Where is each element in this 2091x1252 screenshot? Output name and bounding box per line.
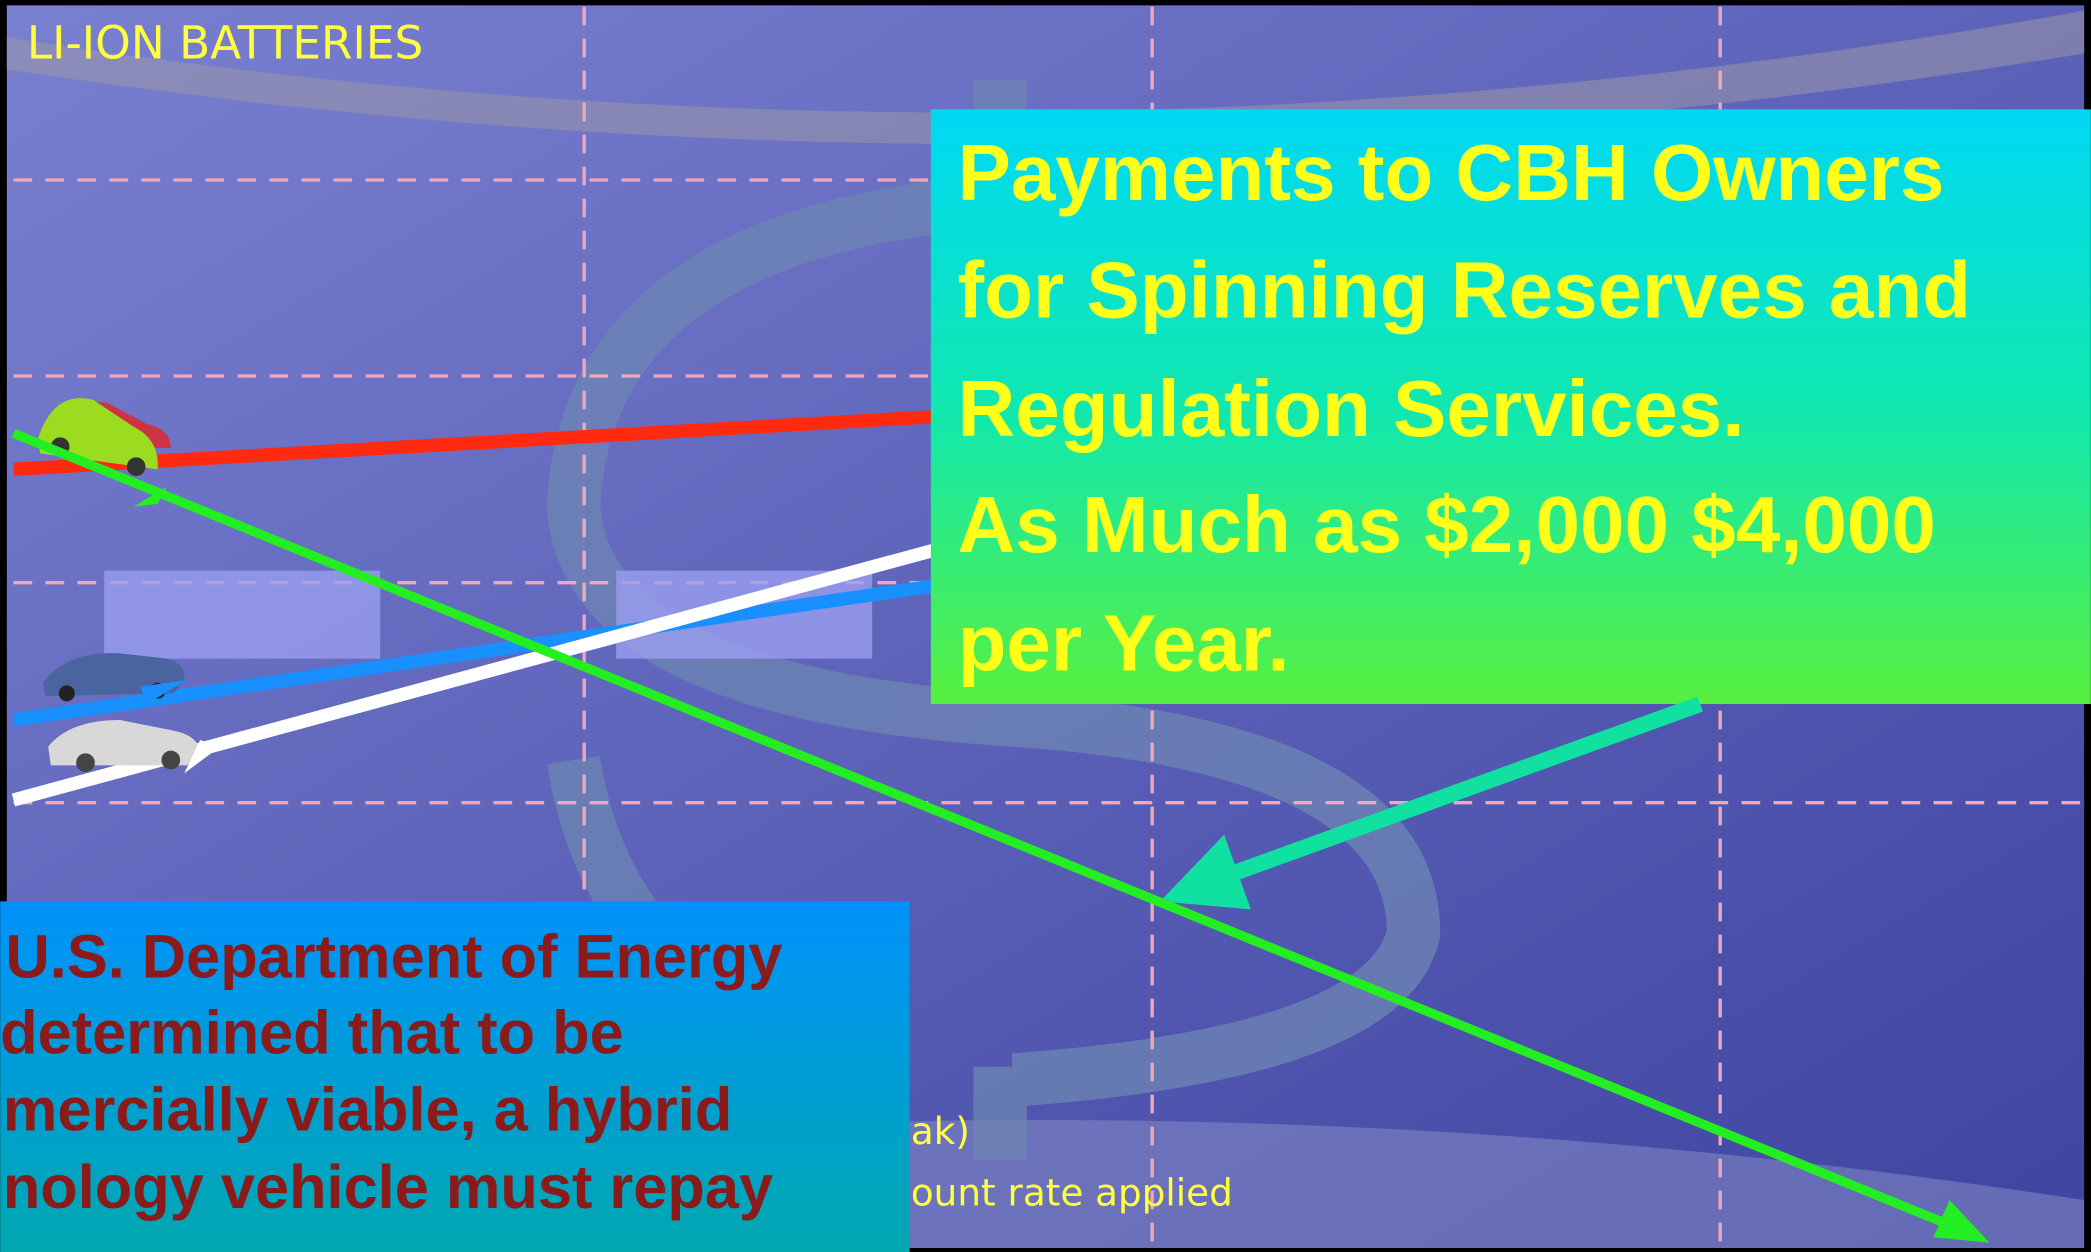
car-silver <box>48 720 201 772</box>
callout-text: Payments to CBH Owners for Spinning Rese… <box>958 128 1972 688</box>
callout-line: for Spinning Reserves and <box>958 245 1972 334</box>
blue-line <box>12 577 948 727</box>
text-fragment: ount rate applied <box>911 1170 1233 1214</box>
callout-line: As Much as $2,000 $4,000 <box>958 480 1936 569</box>
slide-title: LI-ION BATTERIES <box>27 17 423 70</box>
callout-line: Payments to CBH Owners <box>958 128 1945 217</box>
arrowhead <box>1160 834 1251 910</box>
doe-line: nology vehicle must repay <box>3 1152 773 1221</box>
text-fragment: ak) <box>911 1109 970 1153</box>
arrowhead <box>1933 1200 1990 1243</box>
doe-line: determined that to be <box>0 997 624 1066</box>
callout-line: per Year. <box>958 599 1290 688</box>
callout-arrow <box>1197 696 1703 893</box>
doe-line: U.S. Department of Energy <box>6 921 783 990</box>
arrowhead <box>140 680 187 704</box>
green-line <box>11 429 1962 1234</box>
arrowhead <box>184 740 221 774</box>
callout-box <box>930 109 2091 705</box>
callout-line: Regulation Services. <box>958 364 1745 453</box>
red-line <box>13 409 948 476</box>
label-box <box>104 570 381 659</box>
doe-line: mercially viable, a hybrid <box>3 1075 732 1144</box>
doe-box <box>0 901 910 1252</box>
doe-text: U.S. Department of Energy determined tha… <box>0 921 782 1221</box>
